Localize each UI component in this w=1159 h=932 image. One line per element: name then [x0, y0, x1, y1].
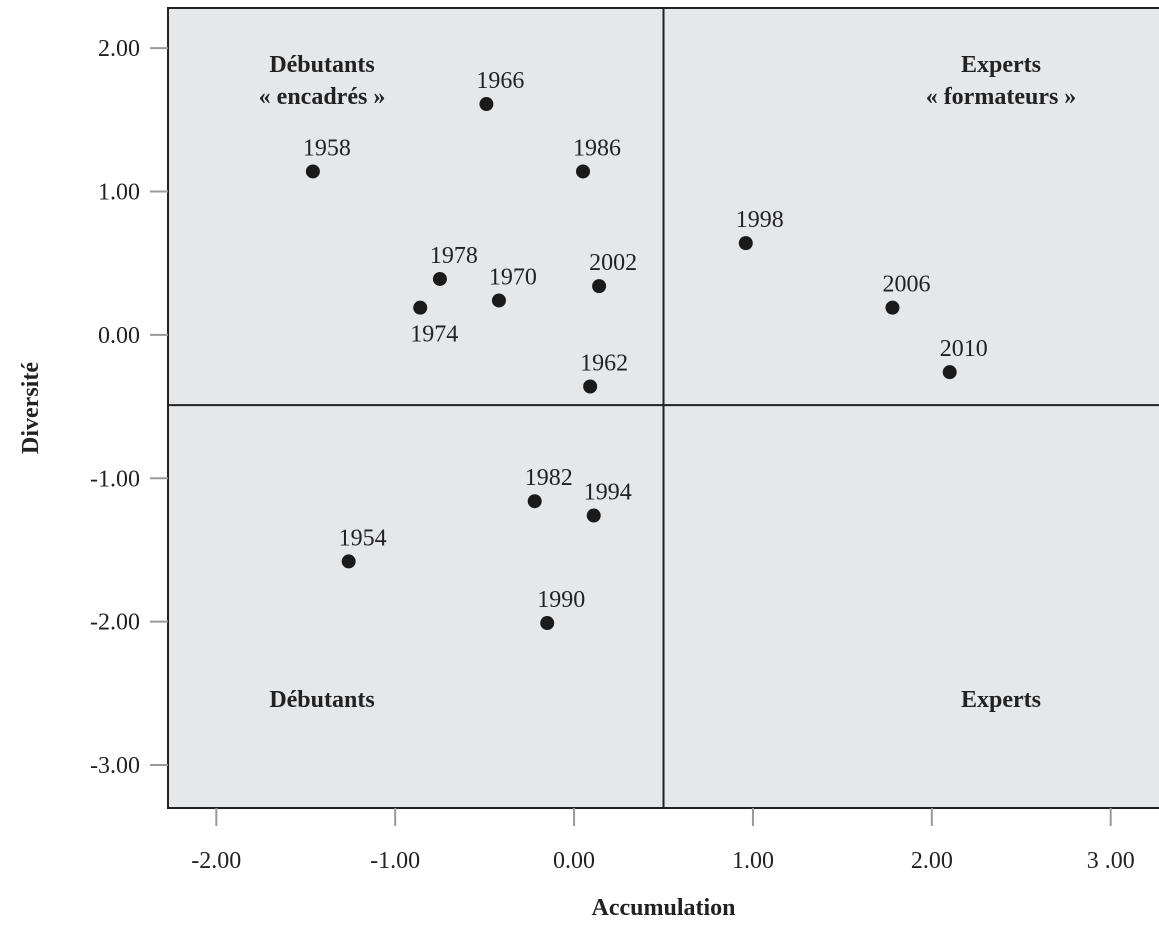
- quadrant-labels: Débutants « encadrés » Experts « formateurs…: [259, 52, 1077, 713]
- quadrant-label: Experts: [961, 687, 1041, 713]
- x-tick-label: 2.00: [911, 848, 953, 874]
- data-point-label: 1982: [525, 465, 573, 491]
- quadrant-label: Experts: [961, 52, 1041, 78]
- y-tick-label: 0.00: [98, 323, 140, 349]
- y-axis-title: Diversité: [18, 362, 44, 454]
- data-point-label: 2010: [940, 336, 988, 362]
- data-point-label: 1974: [410, 322, 458, 348]
- x-tick-label: 0.00: [553, 848, 595, 874]
- y-tick-label: -1.00: [90, 466, 140, 492]
- quadrant-label: « encadrés »: [259, 84, 386, 110]
- data-point: [432, 271, 447, 286]
- x-tick-label: 3 .00: [1087, 848, 1135, 874]
- data-point: [305, 164, 320, 179]
- data-point-label: 1954: [339, 525, 387, 551]
- data-point: [479, 97, 494, 112]
- quadrant-label: Débutants: [269, 687, 374, 713]
- data-point: [586, 508, 601, 523]
- data-point: [576, 164, 591, 179]
- data-point-label: 1986: [573, 135, 621, 161]
- data-point-label: 1998: [736, 207, 784, 233]
- data-point-label: 1958: [303, 135, 351, 161]
- axes: 2.00 1.00 0.00 -1.00 -2.00 -3.00 -2.00 -1.00 0.0…: [90, 36, 1135, 874]
- y-tick-label: 2.00: [98, 36, 140, 62]
- data-point: [413, 300, 428, 315]
- data-point-label: 2002: [589, 250, 637, 276]
- data-point-label: 1966: [476, 68, 524, 94]
- data-point-label: 1978: [430, 243, 478, 269]
- data-point: [738, 236, 753, 251]
- data-point-label: 1970: [489, 264, 537, 290]
- x-tick-label: -2.00: [191, 848, 241, 874]
- data-point-label: 1994: [584, 480, 632, 506]
- data-point: [527, 494, 542, 509]
- data-point-label: 1990: [537, 587, 585, 613]
- plot-area: [167, 7, 1159, 809]
- y-tick-label: -2.00: [90, 610, 140, 636]
- quadrant-label: Débutants: [269, 52, 374, 78]
- data-point: [583, 379, 598, 394]
- data-point-label: 1962: [580, 350, 628, 376]
- data-point: [491, 293, 506, 308]
- y-tick-label: -3.00: [90, 753, 140, 779]
- data-points: 1954 1958 1962 1966 1970 1974 1978 1982 1986 1990…: [303, 68, 988, 631]
- x-tick-label: 1.00: [732, 848, 774, 874]
- x-axis-title: Accumulation: [592, 895, 736, 921]
- data-point: [942, 365, 957, 380]
- x-tick-label: -1.00: [370, 848, 420, 874]
- data-point: [592, 279, 607, 294]
- y-tick-label: 1.00: [98, 180, 140, 206]
- data-point-label: 2006: [882, 272, 930, 298]
- data-point: [885, 300, 900, 315]
- data-point: [540, 616, 555, 631]
- data-point: [341, 554, 356, 569]
- quadrant-label: « formateurs »: [926, 84, 1077, 110]
